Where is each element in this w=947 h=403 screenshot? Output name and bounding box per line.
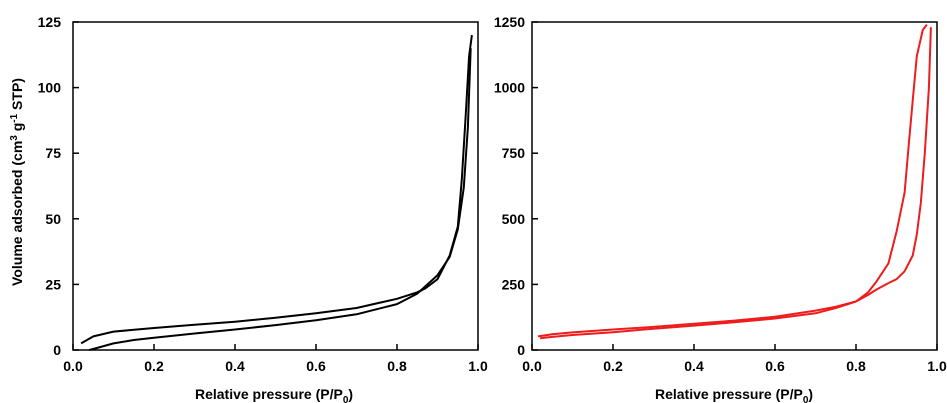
plot-lines-left (80, 34, 473, 351)
x-tick-label-right: 1.0 (927, 358, 947, 374)
y-tick-label-left: 125 (38, 14, 62, 30)
isotherm-branch-left-1 (80, 34, 473, 345)
y-axis-label-left: Volume adsorbed (cm3 g-1 STP) (9, 78, 25, 286)
y-tick-label-left: 75 (45, 145, 61, 161)
isotherm-branch-right-1 (537, 23, 928, 338)
plot-frame-right (531, 21, 938, 351)
plot-frame-left (72, 21, 479, 351)
x-tick-label-left: 0.6 (306, 358, 326, 374)
x-tick-label-left: 0.8 (387, 358, 407, 374)
x-tick-label-right: 0.0 (522, 358, 542, 374)
y-tick-label-right: 750 (502, 145, 526, 161)
y-tick-label-left: 50 (45, 211, 61, 227)
x-tick-label-right: 0.4 (684, 358, 704, 374)
x-tick-label-left: 0.2 (144, 358, 164, 374)
y-tick-label-left: 100 (38, 80, 62, 96)
x-tick-label-right: 0.8 (846, 358, 866, 374)
isotherm-branch-right-0 (539, 27, 932, 340)
x-tick-label-left: 0.4 (225, 358, 245, 374)
y-tick-label-right: 1000 (494, 80, 525, 96)
y-tick-label-left: 25 (45, 276, 61, 292)
isotherm-branch-left-0 (88, 48, 472, 351)
y-tick-label-right: 500 (502, 211, 526, 227)
x-tick-label-right: 0.6 (765, 358, 785, 374)
y-tick-label-right: 0 (517, 342, 525, 358)
isotherm-chart-left: 0.0 0.2 0.4 0.6 0.8 1.0 0 25 50 75 100 125 Relative… (9, 14, 488, 403)
y-tick-label-right: 250 (502, 276, 526, 292)
x-tick-label-right: 0.2 (603, 358, 623, 374)
x-axis-label-left: Relative pressure (P/P0) (195, 386, 353, 403)
ticks-left: 0.0 0.2 0.4 0.6 0.8 1.0 0 25 50 75 100 125 (38, 14, 488, 374)
x-tick-label-left: 0.0 (63, 358, 83, 374)
y-tick-label-right: 1250 (494, 14, 525, 30)
plot-lines-right (537, 23, 932, 340)
x-tick-label-left: 1.0 (468, 358, 488, 374)
ticks-right: 0.0 0.2 0.4 0.6 0.8 1.0 0 250 500 750 1000 1250 (494, 14, 947, 374)
x-axis-label-right: Relative pressure (P/P0) (655, 386, 813, 403)
y-tick-label-left: 0 (53, 342, 61, 358)
isotherm-chart-right: 0.0 0.2 0.4 0.6 0.8 1.0 0 250 500 750 1000 1250 Rel… (494, 14, 947, 403)
